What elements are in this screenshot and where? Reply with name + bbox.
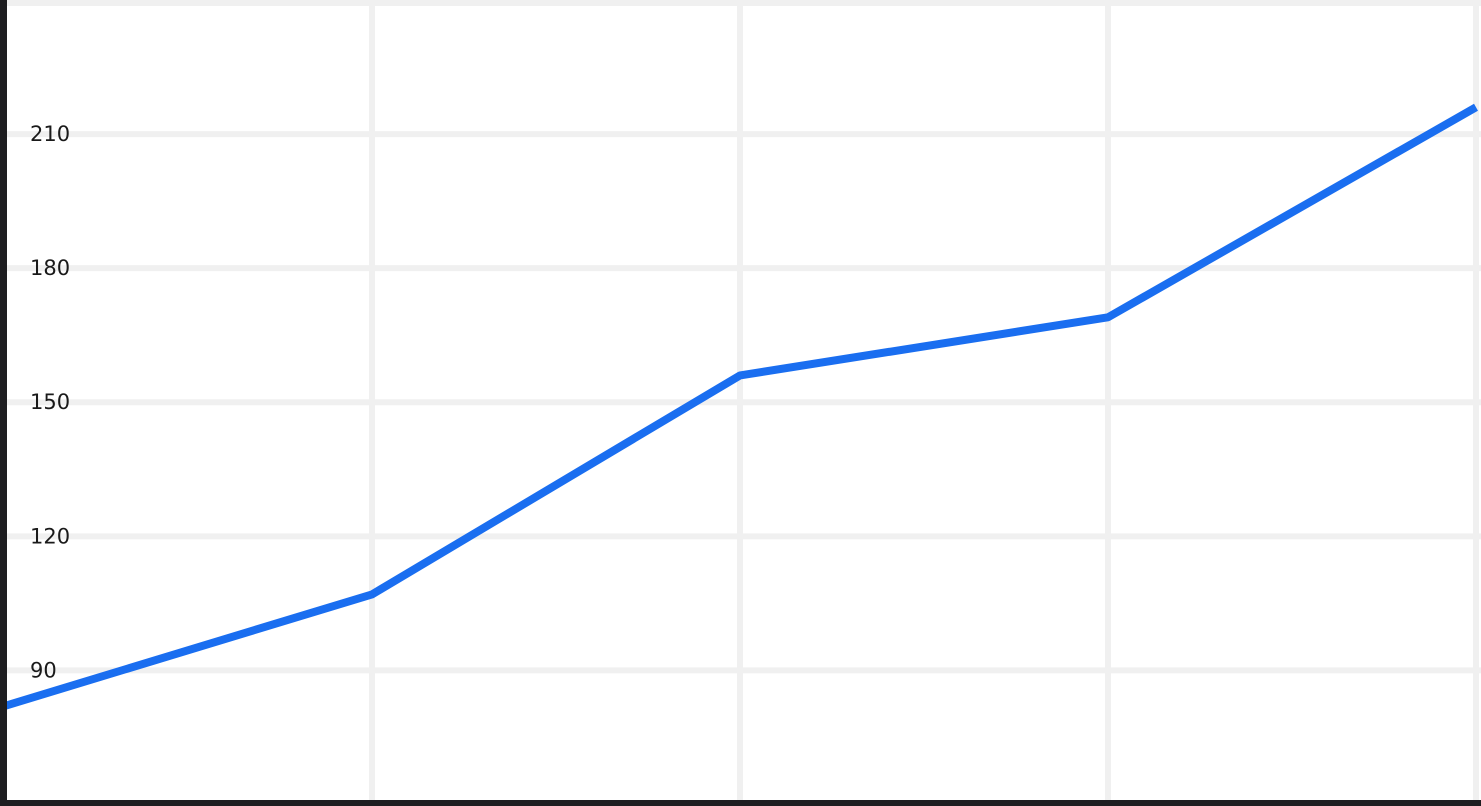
- y-axis-ticks: 90 120 150 180 210: [30, 122, 70, 682]
- y-tick-label: 90: [30, 658, 57, 682]
- y-tick-label: 180: [30, 256, 70, 280]
- frame-bottom: [0, 800, 1481, 806]
- grid: [7, 0, 1481, 800]
- frame-left: [0, 0, 7, 806]
- y-tick-label: 210: [30, 122, 70, 146]
- y-tick-label: 150: [30, 390, 70, 414]
- y-tick-label: 120: [30, 524, 70, 548]
